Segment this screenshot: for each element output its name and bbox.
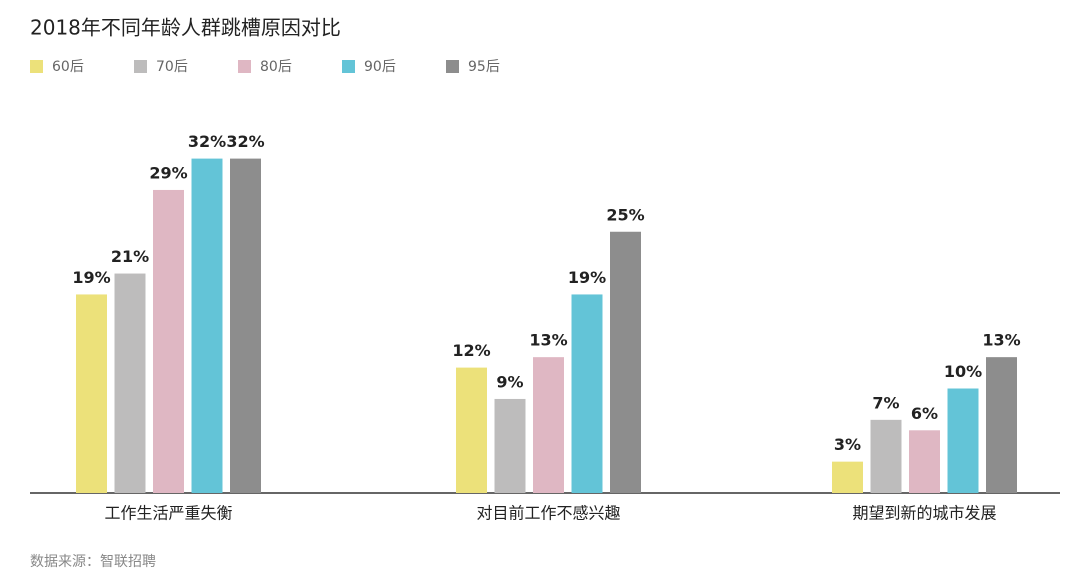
- value-label: 21%: [111, 247, 149, 266]
- legend-swatch: [238, 60, 251, 73]
- legend-swatch: [30, 60, 43, 73]
- legend-label: 80后: [260, 59, 292, 75]
- bar: [456, 367, 487, 493]
- x-tick-label: 对目前工作不感兴趣: [476, 504, 620, 523]
- value-label: 12%: [452, 341, 490, 360]
- x-tick-label: 期望到新的城市发展: [852, 504, 996, 523]
- bar: [870, 419, 902, 493]
- bar: [947, 388, 979, 493]
- source: 数据来源：智联招聘: [30, 554, 156, 570]
- bar: [494, 398, 526, 493]
- legend-swatch: [446, 60, 459, 73]
- legend-swatch: [342, 60, 355, 73]
- value-label: 3%: [834, 435, 861, 454]
- value-label: 13%: [982, 331, 1020, 350]
- value-label: 32%: [188, 132, 226, 151]
- bar: [191, 158, 223, 493]
- bar: [76, 294, 107, 493]
- legend-label: 90后: [364, 59, 396, 75]
- bar: [909, 430, 940, 493]
- value-label: 10%: [944, 362, 982, 381]
- value-label: 19%: [72, 268, 110, 287]
- legend-label: 70后: [156, 59, 188, 75]
- bar: [533, 357, 564, 493]
- value-label: 13%: [529, 331, 567, 350]
- x-tick-label: 工作生活严重失衡: [104, 504, 232, 523]
- legend-label: 60后: [52, 59, 84, 75]
- value-label: 9%: [496, 372, 523, 391]
- bar: [986, 357, 1017, 493]
- legend-label: 95后: [468, 59, 500, 75]
- value-label: 19%: [568, 268, 606, 287]
- bar: [230, 158, 261, 493]
- bar: [832, 461, 863, 493]
- bar: [571, 294, 603, 493]
- chart-title: 2018年不同年龄人群跳槽原因对比: [30, 16, 341, 40]
- bar: [610, 231, 641, 493]
- value-label: 25%: [606, 205, 644, 224]
- value-label: 6%: [911, 404, 938, 423]
- bar: [153, 189, 184, 493]
- value-label: 29%: [149, 163, 187, 182]
- value-label: 7%: [872, 393, 899, 412]
- value-label: 32%: [226, 132, 264, 151]
- legend-swatch: [134, 60, 147, 73]
- bar: [114, 273, 146, 493]
